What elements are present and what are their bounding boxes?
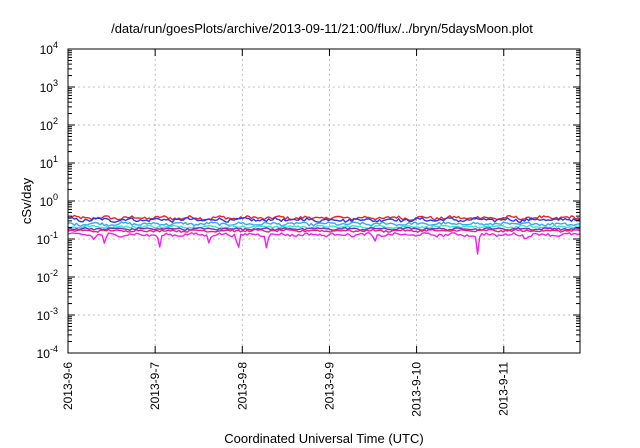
x-axis-label: Coordinated Universal Time (UTC) [224,431,423,446]
x-tick-label: 2013-9-10 [410,362,424,417]
x-tick-label: 2013-9-8 [235,362,249,410]
y-tick-label: 101 [40,154,58,171]
series-line [67,214,581,222]
series-line [67,228,581,233]
series-line [67,221,580,227]
y-tick-label: 102 [40,116,58,133]
x-tick-label: 2013-9-7 [148,362,162,410]
y-tick-label: 10-3 [37,306,58,323]
series-line [67,224,581,230]
y-tick-label: 10-1 [37,230,58,247]
y-axis: 10-4 10-3 10-2 10-1 100 101 102 103 104 [37,40,580,361]
x-axis: 2013-9-6 2013-9-7 2013-9-8 2013-9-9 2013-9-1… [61,49,511,417]
y-axis-label: cSv/day [19,177,34,224]
y-tick-label: 103 [40,78,58,95]
x-tick-label: 2013-9-9 [322,362,336,410]
chart-title: /data/run/goesPlots/archive/2013-09-11/2… [111,21,533,36]
grid [68,49,580,353]
series-line [67,226,581,232]
series-line [67,231,581,255]
x-tick-label: 2013-9-11 [497,362,511,416]
y-tick-label: 104 [40,40,58,57]
y-tick-label: 10-4 [37,344,58,361]
series-group [67,214,581,255]
x-tick-label: 2013-9-6 [61,362,75,410]
y-tick-label: 10-2 [37,268,58,285]
y-tick-label: 100 [40,192,58,209]
series-line [67,216,580,224]
